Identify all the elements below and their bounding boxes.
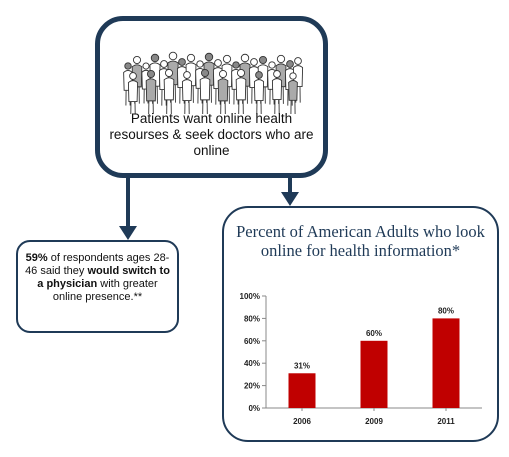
y-tick-label: 40% [244,359,260,368]
x-tick-label: 2011 [437,417,455,426]
y-tick-label: 100% [240,292,260,301]
arrow-head-right [281,192,299,206]
data-label: 80% [438,306,454,315]
arrow-head-left [119,226,137,240]
x-tick-label: 2009 [365,417,383,426]
survey-stat-box: 59% of respondents ages 28-46 said they … [16,240,179,333]
person-figure [288,72,298,115]
y-tick-label: 80% [244,314,260,323]
person-figure [253,71,265,115]
crowd-of-people-illustration [123,51,304,115]
bar [288,373,316,408]
person-figure [127,72,139,115]
person-figure [163,68,175,115]
person-figure [145,69,157,115]
survey-stat-text: 59% of respondents ages 28-46 said they … [24,252,171,304]
bar [360,340,388,408]
stat-percent: 59% [25,252,48,264]
person-figure [217,69,229,115]
x-tick-label: 2006 [293,417,311,426]
bar [432,318,460,408]
chart-box: Percent of American Adults who look onli… [222,206,499,442]
y-tick-label: 0% [248,404,260,413]
y-tick-label: 20% [244,382,260,391]
data-label: 60% [366,329,382,338]
stat-emphasis: would switch to a physician [37,265,170,290]
patients-want-online-text: Patients want online health resourses & … [109,111,314,158]
person-figure [181,71,193,115]
person-figure [271,70,283,115]
person-figure [199,68,211,115]
patients-want-online-box: Patients want online health resourses & … [95,16,328,178]
chart-title: Percent of American Adults who look onli… [236,222,485,260]
person-figure [235,68,247,115]
bar-chart: 0% 20% 40% 60% 80% 100% 31% 2006 60% 2009 80% 2011 [240,292,482,426]
y-tick-label: 60% [244,337,260,346]
data-label: 31% [294,361,310,370]
stat-text-a: of respondents ages 28-46 said they [25,252,170,277]
stat-text-b: with greater online presence.** [52,278,158,303]
